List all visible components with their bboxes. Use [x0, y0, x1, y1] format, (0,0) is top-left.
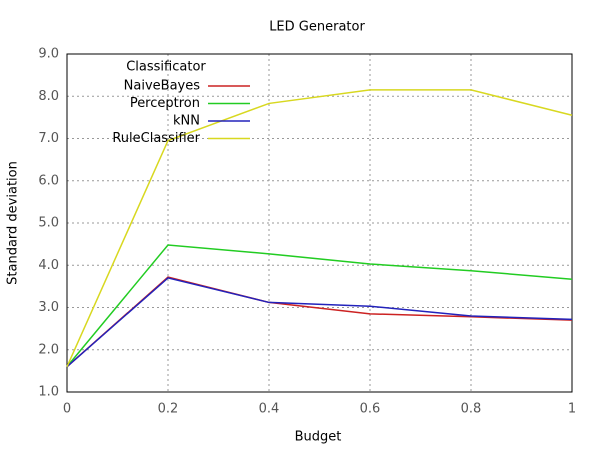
y-tick-label: 8.0 — [38, 89, 59, 104]
x-tick-label: 0 — [63, 402, 71, 417]
y-tick-label: 5.0 — [38, 216, 59, 231]
legend-label: kNN — [173, 114, 200, 129]
y-tick-label: 4.0 — [38, 258, 59, 273]
x-tick-label: 0.4 — [259, 402, 280, 417]
x-tick-label: 0.6 — [360, 402, 381, 417]
legend-label: NaiveBayes — [124, 79, 201, 94]
data-line — [66, 89, 573, 367]
x-tick-label: 0.2 — [158, 402, 179, 417]
x-axis-label: Budget — [295, 430, 342, 445]
y-tick-label: 1.0 — [38, 385, 59, 400]
legend-label: RuleClassifier — [112, 131, 200, 146]
y-tick-label: 2.0 — [38, 342, 59, 357]
y-tick-label: 6.0 — [38, 173, 59, 188]
y-axis-label: Standard deviation — [6, 161, 21, 285]
data-line — [66, 276, 573, 368]
x-tick-label: 1 — [568, 402, 576, 417]
data-line — [66, 244, 573, 368]
chart-title: LED Generator — [269, 20, 365, 35]
legend-title: Classificator — [126, 60, 206, 75]
legend-label: Perceptron — [130, 96, 200, 111]
y-tick-label: 7.0 — [38, 131, 59, 146]
x-tick-label: 0.8 — [461, 402, 482, 417]
plot-border — [66, 53, 573, 393]
y-tick-label: 3.0 — [38, 300, 59, 315]
y-tick-label: 9.0 — [38, 47, 59, 62]
data-line — [66, 277, 573, 368]
